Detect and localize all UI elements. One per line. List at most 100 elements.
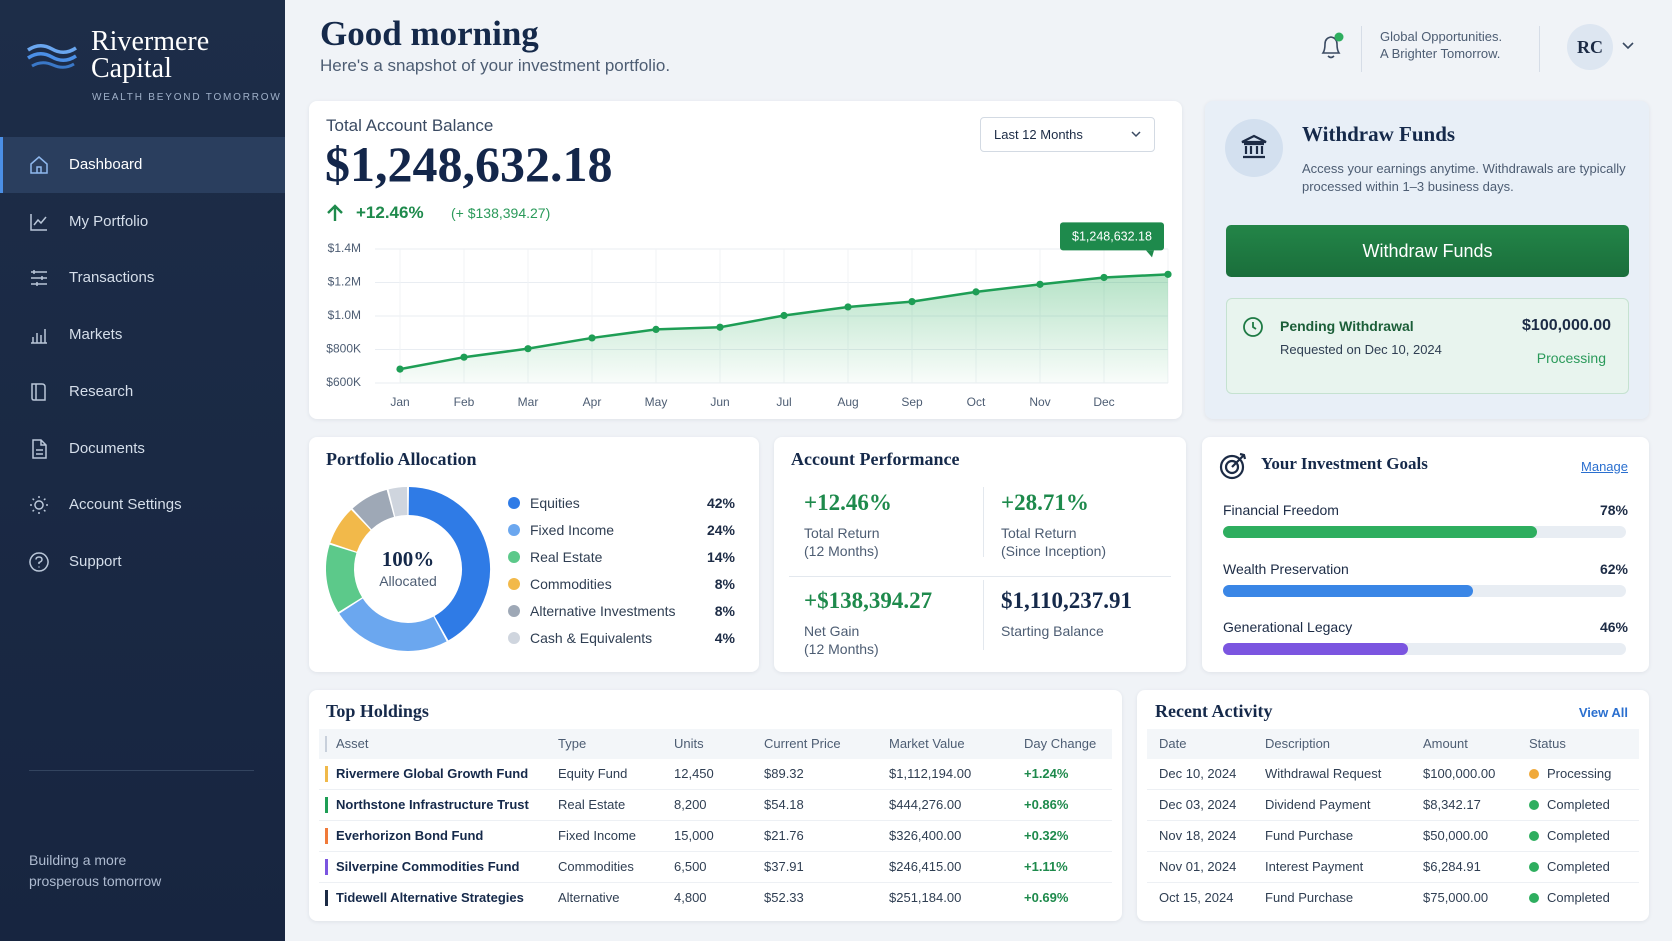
nav-item[interactable]: Account Settings — [0, 477, 285, 533]
table-cell: Processing — [1547, 766, 1612, 781]
table-header-bg — [1147, 729, 1639, 759]
nav-icon — [31, 270, 47, 287]
table-cell: $1,112,194.00 — [889, 766, 972, 781]
nav-label: Support — [69, 552, 122, 570]
table-cell: 15,000 — [674, 828, 714, 843]
row-separator — [1147, 820, 1639, 821]
column-header: Date — [1159, 736, 1187, 751]
header-accent — [325, 736, 327, 752]
goal-value: 62% — [1599, 560, 1628, 577]
arrow-shape — [327, 204, 343, 221]
column-header: Status — [1529, 736, 1566, 751]
status-dot — [1529, 769, 1539, 779]
nav-icon — [31, 329, 47, 344]
table-cell: $444,276.00 — [889, 797, 962, 812]
greeting: Good morning — [320, 14, 539, 53]
activity-card: Recent Activity View All Date Description… — [1137, 690, 1649, 921]
legend-dot — [508, 551, 520, 563]
legend-value: 8% — [714, 576, 735, 592]
divider — [29, 770, 254, 771]
table-cell: Dec 03, 2024 — [1159, 797, 1237, 812]
table-cell: Nov 01, 2024 — [1159, 859, 1237, 874]
nav-item[interactable]: Support — [0, 534, 285, 590]
clock-hands — [1252, 322, 1257, 330]
balance-card: Total Account Balance $1,248,632.18 +12.… — [309, 101, 1182, 419]
avatar[interactable]: RC — [1567, 24, 1613, 70]
change-amount: (+ $138,394.27) — [451, 205, 551, 221]
column-header: Type — [558, 736, 587, 751]
divider — [983, 487, 984, 557]
column-header: Asset — [336, 736, 369, 751]
row-accent — [325, 766, 328, 782]
logo — [27, 44, 77, 69]
divider — [1361, 26, 1362, 72]
legend-value: 8% — [714, 603, 735, 619]
bell-dot — [1334, 32, 1344, 42]
table-cell: +1.24% — [1024, 766, 1069, 781]
goals-card: Your Investment Goals Manage Financial F… — [1202, 437, 1649, 672]
legend-dot — [508, 578, 520, 590]
footer-text: prosperous tomorrow — [29, 873, 162, 889]
nav-label: Research — [69, 382, 134, 400]
goal-track — [1223, 584, 1626, 597]
metric-value: +12.46% — [804, 490, 892, 515]
nav-icon-shape — [29, 552, 49, 572]
table-cell: Completed — [1547, 890, 1610, 905]
clock-face — [1243, 317, 1263, 337]
nav-icon — [30, 496, 48, 515]
nav-item[interactable]: Research — [0, 364, 285, 420]
nav-label: Markets — [69, 326, 123, 344]
row-accent — [325, 797, 328, 813]
table-cell: $50,000.00 — [1423, 828, 1489, 843]
nav-item[interactable]: Markets — [0, 307, 285, 363]
chevron[interactable] — [1622, 42, 1634, 50]
withdraw-button[interactable]: Withdraw Funds — [1226, 225, 1629, 277]
pending-amount: $100,000.00 — [1522, 317, 1611, 334]
column-header: Description — [1265, 736, 1331, 751]
goal-label: Wealth Preservation — [1223, 560, 1349, 577]
row-separator — [319, 789, 1112, 790]
table-cell: Everhorizon Bond Fund — [336, 828, 484, 843]
goal-bar — [1223, 584, 1473, 597]
slogan: A Brighter Tomorrow. — [1380, 46, 1501, 61]
goal-bar — [1223, 526, 1538, 538]
row-accent — [325, 890, 328, 906]
goal-value: 78% — [1599, 502, 1628, 518]
holdings-card: Top Holdings Asset Type Units Current Price… — [309, 690, 1122, 921]
nav-icon-shape — [32, 438, 47, 459]
status-dot — [1529, 893, 1539, 903]
up-arrow — [327, 204, 343, 221]
target-icon — [1219, 452, 1247, 480]
table-cell: Alternative — [558, 890, 620, 905]
metric-value: +28.71% — [1001, 490, 1089, 515]
legend-label: Real Estate — [530, 549, 603, 565]
bell[interactable] — [1318, 32, 1346, 62]
legend-value: 4% — [714, 630, 735, 646]
table-cell: $37.91 — [764, 859, 804, 874]
pending-requested: Requested on Dec 10, 2024 — [1280, 342, 1442, 357]
allocation-card: Portfolio Allocation 100% Allocated Equi… — [309, 437, 759, 672]
range-dropdown[interactable]: Last 12 Months — [980, 117, 1155, 152]
status-dot — [1529, 831, 1539, 841]
nav-item[interactable]: Transactions — [0, 250, 285, 306]
table-cell: +0.86% — [1024, 797, 1069, 812]
view-all-link[interactable]: View All — [1578, 705, 1628, 720]
row-separator — [319, 851, 1112, 852]
card-title: Your Investment Goals — [1261, 454, 1428, 473]
manage-link[interactable]: Manage — [1581, 459, 1628, 474]
nav-item[interactable]: Documents — [0, 421, 285, 477]
subtitle: Here's a snapshot of your investment por… — [320, 56, 671, 75]
table-cell: Completed — [1547, 859, 1610, 874]
legend-dot — [508, 632, 520, 644]
nav-item[interactable]: My Portfolio — [0, 194, 285, 250]
column-header: Market Value — [889, 736, 965, 751]
table-cell: Real Estate — [558, 797, 626, 812]
metric-sub: (12 Months) — [804, 641, 879, 657]
goal-label: Generational Legacy — [1223, 619, 1353, 635]
logo-wave — [31, 61, 75, 69]
nav-item[interactable]: Dashboard — [0, 137, 285, 193]
target-ring — [1219, 454, 1245, 480]
donut-center-label: Allocated — [379, 573, 437, 589]
bank-icon — [1241, 134, 1267, 159]
